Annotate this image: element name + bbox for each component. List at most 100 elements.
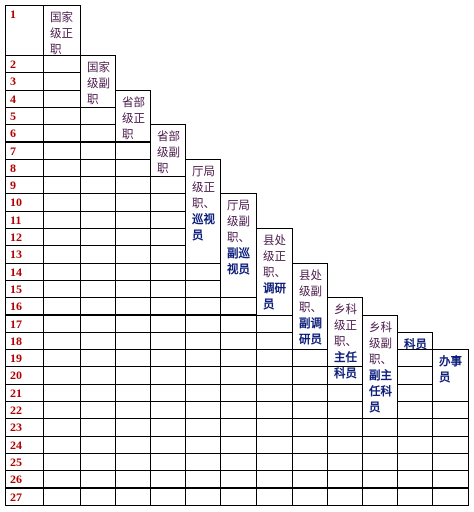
empty-cell <box>80 262 116 281</box>
empty-cell <box>43 349 81 368</box>
row-number: 10 <box>5 193 44 212</box>
empty-cell <box>115 349 151 368</box>
row-number: 7 <box>5 141 44 160</box>
empty-cell <box>256 366 293 385</box>
empty-cell <box>150 228 186 247</box>
empty-cell <box>43 331 81 351</box>
empty-cell <box>80 279 116 299</box>
row-number: 14 <box>5 262 44 281</box>
row-number: 20 <box>5 366 44 385</box>
empty-cell <box>220 349 257 368</box>
row-number: 1 <box>5 5 44 56</box>
empty-cell <box>362 418 398 437</box>
empty-cell <box>115 418 151 437</box>
empty-cell <box>80 314 116 333</box>
empty-cell <box>185 383 221 402</box>
empty-cell <box>80 435 116 454</box>
row-number: 5 <box>5 106 44 126</box>
empty-cell <box>150 297 186 316</box>
empty-cell <box>115 279 151 299</box>
row-number: 11 <box>5 210 44 229</box>
empty-cell <box>43 452 81 472</box>
empty-cell <box>115 383 151 402</box>
empty-cell <box>43 262 81 281</box>
empty-cell <box>327 418 363 437</box>
empty-cell <box>80 401 116 420</box>
empty-cell <box>150 383 186 402</box>
empty-cell <box>115 245 151 264</box>
empty-cell <box>220 435 257 454</box>
row-number: 24 <box>5 435 44 454</box>
empty-cell <box>43 279 81 299</box>
empty-cell <box>80 106 116 126</box>
empty-cell <box>185 452 221 472</box>
empty-cell <box>292 366 328 385</box>
header-bold-text: 副调研员 <box>299 315 322 346</box>
empty-cell <box>292 452 328 472</box>
empty-cell <box>185 435 221 454</box>
empty-cell <box>256 470 293 489</box>
empty-cell <box>43 245 81 264</box>
empty-cell <box>256 349 293 368</box>
empty-cell <box>397 435 433 454</box>
empty-cell <box>397 401 433 420</box>
empty-cell <box>80 176 116 195</box>
empty-cell <box>115 314 151 333</box>
empty-cell <box>43 297 81 316</box>
header-text: 科员 <box>404 336 429 352</box>
row-number: 4 <box>5 89 44 108</box>
empty-cell <box>185 401 221 420</box>
column-header: 国家级正职 <box>43 5 81 56</box>
empty-cell <box>327 487 363 506</box>
header-text: 县处级正职、调研员 <box>263 232 288 312</box>
row-number: 12 <box>5 228 44 247</box>
empty-cell <box>115 487 151 506</box>
header-bold-text: 副巡视员 <box>227 246 250 277</box>
empty-cell <box>150 452 186 472</box>
empty-cell <box>327 366 363 385</box>
header-bold-text: 调研员 <box>263 281 286 311</box>
empty-cell <box>150 331 186 351</box>
row-number: 17 <box>5 314 44 333</box>
empty-cell <box>150 176 186 195</box>
empty-cell <box>292 401 328 420</box>
empty-cell <box>256 331 293 351</box>
empty-cell <box>80 141 116 160</box>
empty-cell <box>397 383 433 402</box>
empty-cell <box>220 487 257 506</box>
empty-cell <box>220 366 257 385</box>
empty-cell <box>185 366 221 385</box>
empty-cell <box>150 470 186 489</box>
empty-cell <box>185 470 221 489</box>
empty-cell <box>43 401 81 420</box>
empty-cell <box>432 487 469 506</box>
header-text: 国家级副职 <box>87 59 112 107</box>
empty-cell <box>80 452 116 472</box>
empty-cell <box>115 452 151 472</box>
empty-cell <box>43 487 81 506</box>
header-plain-text: 县处级副职、 <box>299 267 322 314</box>
row-number: 27 <box>5 487 44 506</box>
empty-cell <box>397 349 433 368</box>
empty-cell <box>185 314 221 333</box>
row-number: 21 <box>5 383 44 402</box>
empty-cell <box>150 262 186 281</box>
empty-cell <box>43 418 81 437</box>
empty-cell <box>80 470 116 489</box>
header-plain-text: 国家级副职 <box>87 60 110 106</box>
row-number: 22 <box>5 401 44 420</box>
empty-cell <box>150 314 186 333</box>
column-header: 省部级正职 <box>115 89 151 143</box>
empty-cell <box>150 210 186 229</box>
header-plain-text: 乡科级副职、 <box>369 319 392 366</box>
empty-cell <box>80 210 116 229</box>
empty-cell <box>43 470 81 489</box>
row-number: 18 <box>5 331 44 351</box>
header-bold-text: 办事员 <box>439 354 462 385</box>
empty-cell <box>115 158 151 178</box>
empty-cell <box>397 366 433 385</box>
header-bold-text: 副主任科员 <box>369 367 392 414</box>
empty-cell <box>80 366 116 385</box>
empty-cell <box>150 418 186 437</box>
empty-cell <box>327 435 363 454</box>
